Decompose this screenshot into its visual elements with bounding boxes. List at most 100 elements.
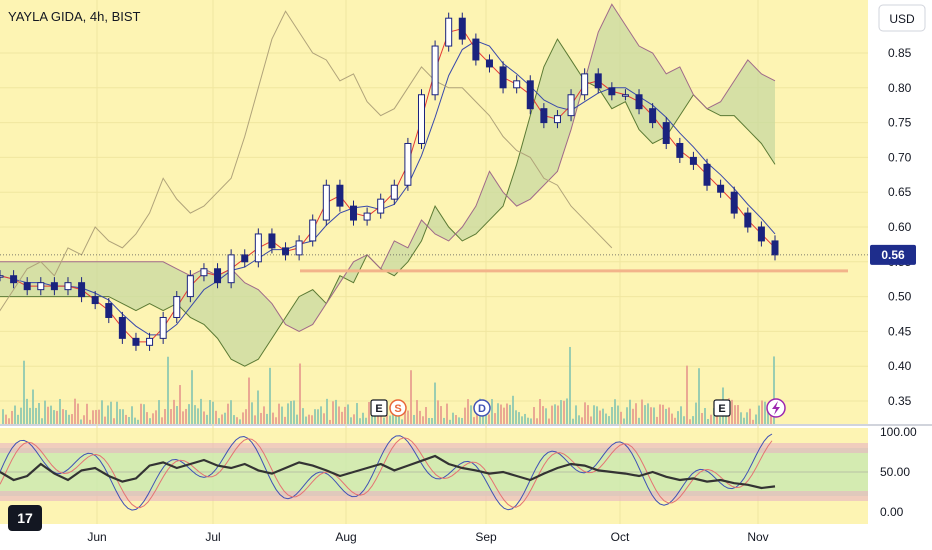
volume-bar	[341, 411, 343, 424]
currency-button[interactable]: USD	[878, 4, 926, 32]
lightning-bolt-icon	[772, 401, 780, 415]
volume-bar	[545, 408, 547, 424]
candle-body	[676, 142, 684, 158]
volume-bar	[335, 399, 337, 424]
last-price-value: 0.56	[881, 248, 905, 262]
event-marker-label: E	[718, 403, 725, 415]
volume-bar	[737, 405, 739, 424]
chart-title: YAYLA GIDA, 4h, BIST	[8, 9, 141, 24]
candle-body	[350, 205, 358, 221]
volume-bar	[263, 406, 265, 424]
volume-bar	[344, 406, 346, 424]
volume-bar	[422, 416, 424, 424]
volume-bar	[41, 418, 43, 424]
volume-bar	[152, 413, 154, 424]
volume-bar	[194, 405, 196, 424]
tradingview-logo[interactable]: 17	[8, 505, 42, 531]
volume-bar	[347, 404, 349, 424]
candle-body	[118, 316, 126, 339]
volume-bar	[128, 416, 130, 424]
volume-bar	[35, 407, 37, 424]
time-tick-label: Oct	[611, 530, 630, 544]
volume-bar	[506, 403, 508, 424]
volume-bar	[386, 415, 388, 424]
volume-bar	[182, 411, 184, 424]
volume-bar	[185, 408, 187, 424]
volume-bar	[32, 389, 34, 424]
volume-bar	[296, 414, 298, 424]
volume-bar	[647, 403, 649, 424]
volume-bar	[29, 407, 31, 424]
candle-body	[608, 87, 616, 96]
volume-bar	[407, 410, 409, 424]
volume-bar	[2, 409, 4, 424]
candle-body	[146, 337, 154, 346]
volume-bar	[200, 398, 202, 424]
volume-bar	[533, 407, 535, 424]
volume-bar	[251, 402, 253, 424]
volume-bar	[749, 408, 751, 424]
time-axis[interactable]: Jun Jul Aug Sep Oct Nov	[87, 530, 768, 544]
volume-bar	[488, 414, 490, 424]
time-tick-label: Aug	[335, 530, 356, 544]
volume-bar	[110, 401, 112, 424]
volume-bar	[92, 410, 94, 424]
candle-body	[50, 282, 58, 291]
volume-bar	[164, 409, 166, 424]
volume-bar	[491, 399, 493, 424]
volume-bar	[743, 417, 745, 424]
volume-bar	[767, 406, 769, 424]
stoch-d-line	[0, 437, 773, 509]
volume-bar	[542, 406, 544, 424]
volume-bar	[290, 400, 292, 424]
volume-bar	[260, 412, 262, 424]
volume-bar	[62, 409, 64, 424]
volume-bar	[680, 406, 682, 424]
volume-bar	[581, 417, 583, 424]
volume-bar	[572, 418, 574, 424]
volume-bar	[350, 417, 352, 424]
volume-bar	[677, 411, 679, 424]
volume-bar	[83, 415, 85, 424]
volume-bar	[98, 409, 100, 424]
volume-bar	[656, 416, 658, 424]
candle-body	[78, 282, 86, 298]
currency-label: USD	[889, 12, 915, 26]
volume-bar	[683, 416, 685, 424]
volume-bar	[434, 382, 436, 424]
volume-bar	[539, 399, 541, 424]
volume-bar	[104, 416, 106, 424]
volume-bar	[659, 404, 661, 424]
volume-bar	[323, 413, 325, 424]
volume-bar	[227, 403, 229, 424]
price-tick-label: 0.60	[888, 220, 912, 234]
volume-bar	[230, 400, 232, 424]
volume-bar	[266, 413, 268, 424]
price-tick-label: 0.65	[888, 185, 912, 199]
candle-body	[472, 38, 480, 61]
volume-bar	[38, 402, 40, 424]
volume-bar	[116, 401, 118, 424]
volume-bar	[443, 417, 445, 424]
volume-bar	[584, 402, 586, 424]
volume-bar	[578, 415, 580, 424]
volume-bar	[425, 407, 427, 424]
volume-bar	[95, 409, 97, 424]
volume-bar	[167, 356, 169, 424]
volume-bar	[131, 406, 133, 424]
volume-bar	[74, 398, 76, 424]
volume-bar	[311, 415, 313, 424]
price-axis[interactable]: 0.850.800.750.700.650.600.550.500.450.40…	[888, 46, 912, 408]
volume-bar	[560, 400, 562, 424]
oscillator-axis[interactable]: 100.00 50.00 0.00	[880, 425, 917, 519]
volume-bar	[362, 412, 364, 424]
volume-bar	[611, 406, 613, 424]
volume-bar	[455, 415, 457, 424]
volume-bar	[23, 360, 25, 424]
rsi-line	[0, 454, 776, 490]
volume-bar	[707, 418, 709, 424]
candle-body	[513, 80, 521, 89]
right-axis-background	[868, 0, 932, 550]
